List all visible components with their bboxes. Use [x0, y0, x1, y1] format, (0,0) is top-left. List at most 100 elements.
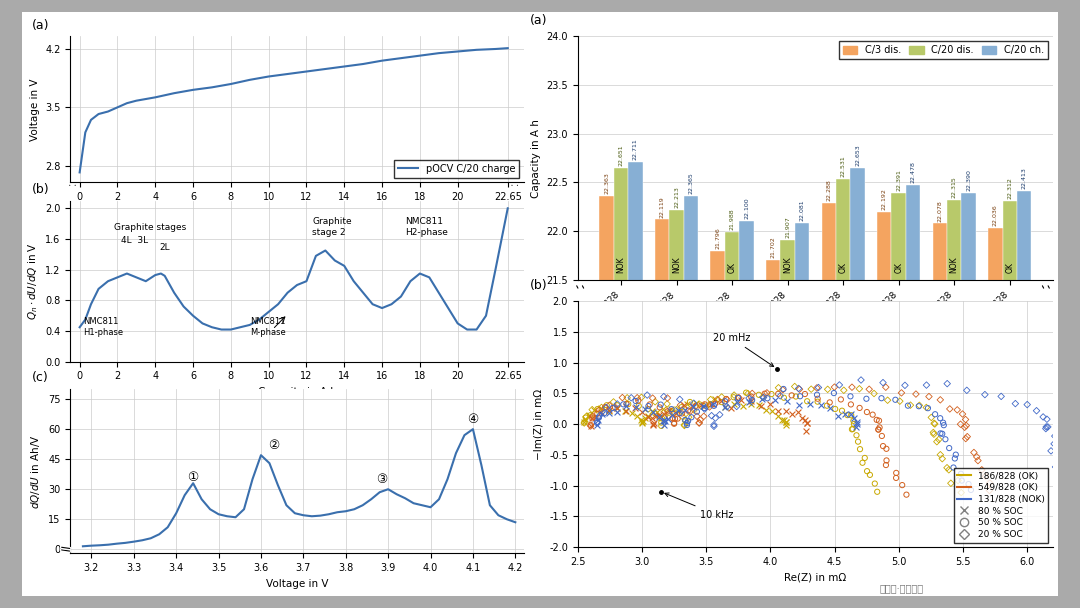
Point [645, 418, 662, 427]
Point [778, 418, 795, 427]
Point [825, 389, 842, 398]
Point [593, 402, 610, 412]
Point [656, 409, 673, 419]
Point [702, 395, 719, 404]
Point [706, 395, 724, 404]
Text: Graphite
stage 2: Graphite stage 2 [312, 217, 352, 237]
Point [696, 412, 713, 421]
Legend: C/3 dis., C/20 dis., C/20 ch.: C/3 dis., C/20 dis., C/20 ch. [839, 41, 1048, 59]
Point [848, 419, 865, 429]
Point [798, 396, 815, 406]
Point [799, 418, 816, 427]
Text: 22.081: 22.081 [799, 199, 805, 221]
Point [626, 402, 644, 412]
Point [946, 454, 963, 463]
Point [701, 402, 718, 412]
Point [837, 410, 854, 420]
Point [764, 406, 781, 416]
Point [755, 393, 772, 402]
Text: NMC811
M-phase: NMC811 M-phase [249, 317, 285, 337]
Point [691, 399, 708, 409]
Text: 22.078: 22.078 [937, 200, 942, 221]
Text: OK: OK [839, 262, 848, 273]
Point [702, 399, 719, 409]
Point [672, 400, 689, 410]
Text: 21.702: 21.702 [771, 237, 775, 258]
X-axis label: Re(Z) in mΩ: Re(Z) in mΩ [784, 573, 847, 582]
Point [787, 392, 805, 401]
Point [706, 399, 724, 409]
Point [728, 397, 745, 407]
Point [663, 404, 680, 414]
Point [864, 410, 881, 420]
Point [664, 413, 681, 423]
Point [792, 392, 809, 401]
Point [598, 400, 616, 410]
Point [732, 395, 750, 405]
Point [726, 399, 743, 409]
Point [797, 415, 814, 425]
Point [819, 401, 836, 410]
Point [743, 392, 760, 401]
Point [657, 416, 674, 426]
Point [861, 470, 878, 480]
Point [667, 405, 685, 415]
Point [751, 390, 768, 399]
Point [629, 393, 646, 402]
Point [677, 416, 694, 426]
Point [593, 407, 610, 416]
Text: 4L  3L: 4L 3L [121, 236, 148, 245]
Point [596, 402, 613, 412]
Point [636, 413, 653, 423]
Point [652, 418, 670, 427]
Point [591, 413, 608, 423]
Text: 22.192: 22.192 [881, 188, 887, 210]
Point [966, 447, 983, 457]
Point [821, 398, 838, 407]
Point [666, 414, 684, 424]
Point [859, 407, 876, 417]
Text: ②: ② [268, 439, 280, 452]
Point [656, 420, 673, 430]
Point [627, 396, 645, 406]
Point [582, 410, 599, 420]
Point [648, 407, 665, 417]
Point [661, 406, 678, 415]
Y-axis label: $Q_n \cdot dU/dQ$ in V: $Q_n \cdot dU/dQ$ in V [26, 242, 40, 320]
Point [861, 384, 878, 394]
Point [685, 402, 702, 412]
Point [956, 423, 973, 432]
Point [910, 401, 928, 410]
Point [595, 409, 612, 418]
Text: 22.288: 22.288 [826, 179, 832, 201]
Point [848, 430, 865, 440]
Legend: 186/828 (OK), 549/828 (OK), 131/828 (NOK), 80 % SOC, 50 % SOC, 20 % SOC: 186/828 (OK), 549/828 (OK), 131/828 (NOK… [954, 468, 1049, 543]
Point [936, 434, 954, 444]
Point [647, 409, 664, 418]
Point [960, 479, 977, 489]
Text: 21.796: 21.796 [715, 227, 720, 249]
Text: NOK: NOK [617, 256, 625, 273]
Point [941, 404, 958, 414]
Point [705, 401, 723, 410]
Point [918, 380, 935, 390]
Bar [988, 227, 1002, 608]
Point [879, 395, 896, 405]
Text: ③: ③ [376, 472, 388, 486]
Point [593, 403, 610, 413]
Bar [822, 203, 836, 608]
Point [866, 478, 883, 488]
Point [688, 407, 705, 416]
Point [851, 384, 868, 393]
Point [578, 412, 595, 421]
Bar [711, 251, 725, 608]
Point [716, 402, 733, 412]
Point [930, 435, 947, 444]
Point [756, 389, 773, 398]
Point [651, 413, 669, 423]
Point [638, 390, 656, 400]
Point [696, 399, 713, 409]
Point [650, 412, 667, 421]
Point [927, 409, 944, 419]
Point [877, 382, 894, 392]
